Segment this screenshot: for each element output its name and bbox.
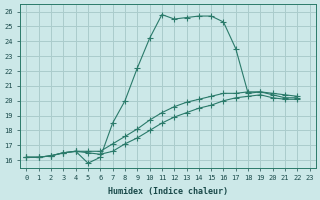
X-axis label: Humidex (Indice chaleur): Humidex (Indice chaleur)	[108, 187, 228, 196]
